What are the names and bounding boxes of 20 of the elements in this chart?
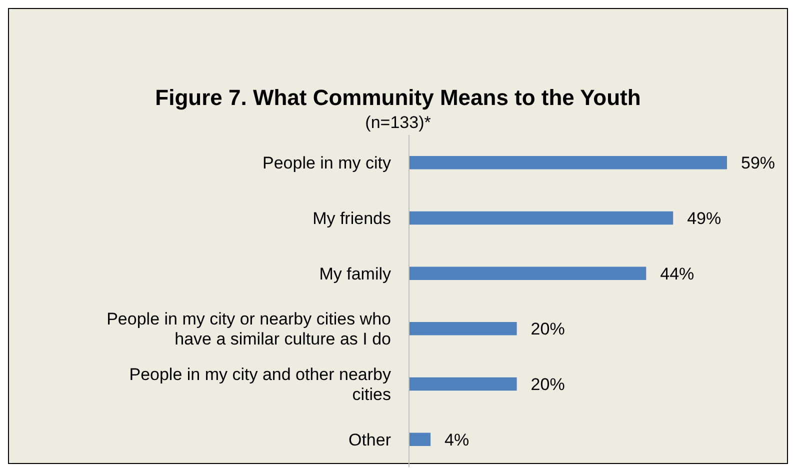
chart-title: Figure 7. What Community Means to the Youth [154, 85, 642, 111]
y-tick-label: My friends [312, 208, 391, 228]
chart-subtitle: (n=133)* [364, 113, 432, 133]
bar [409, 432, 431, 446]
bar [409, 322, 517, 336]
data-label: 59% [741, 154, 776, 173]
data-label: 44% [660, 264, 694, 284]
bar [409, 156, 727, 170]
data-label: 20% [530, 375, 565, 394]
bar [409, 211, 674, 225]
data-label: 49% [687, 209, 722, 228]
y-tick-label: People in my city or nearby cities who have a similar culture as I do [106, 309, 391, 348]
y-tick-label: People in my city [262, 153, 392, 172]
y-tick-label: My family [319, 264, 392, 283]
bar [409, 266, 646, 280]
data-label: 4% [444, 430, 470, 450]
y-tick-label: Other [348, 430, 392, 449]
data-label: 20% [530, 320, 565, 339]
bar [409, 377, 517, 391]
y-tick-label: People in my city and other nearby cities [129, 364, 392, 404]
